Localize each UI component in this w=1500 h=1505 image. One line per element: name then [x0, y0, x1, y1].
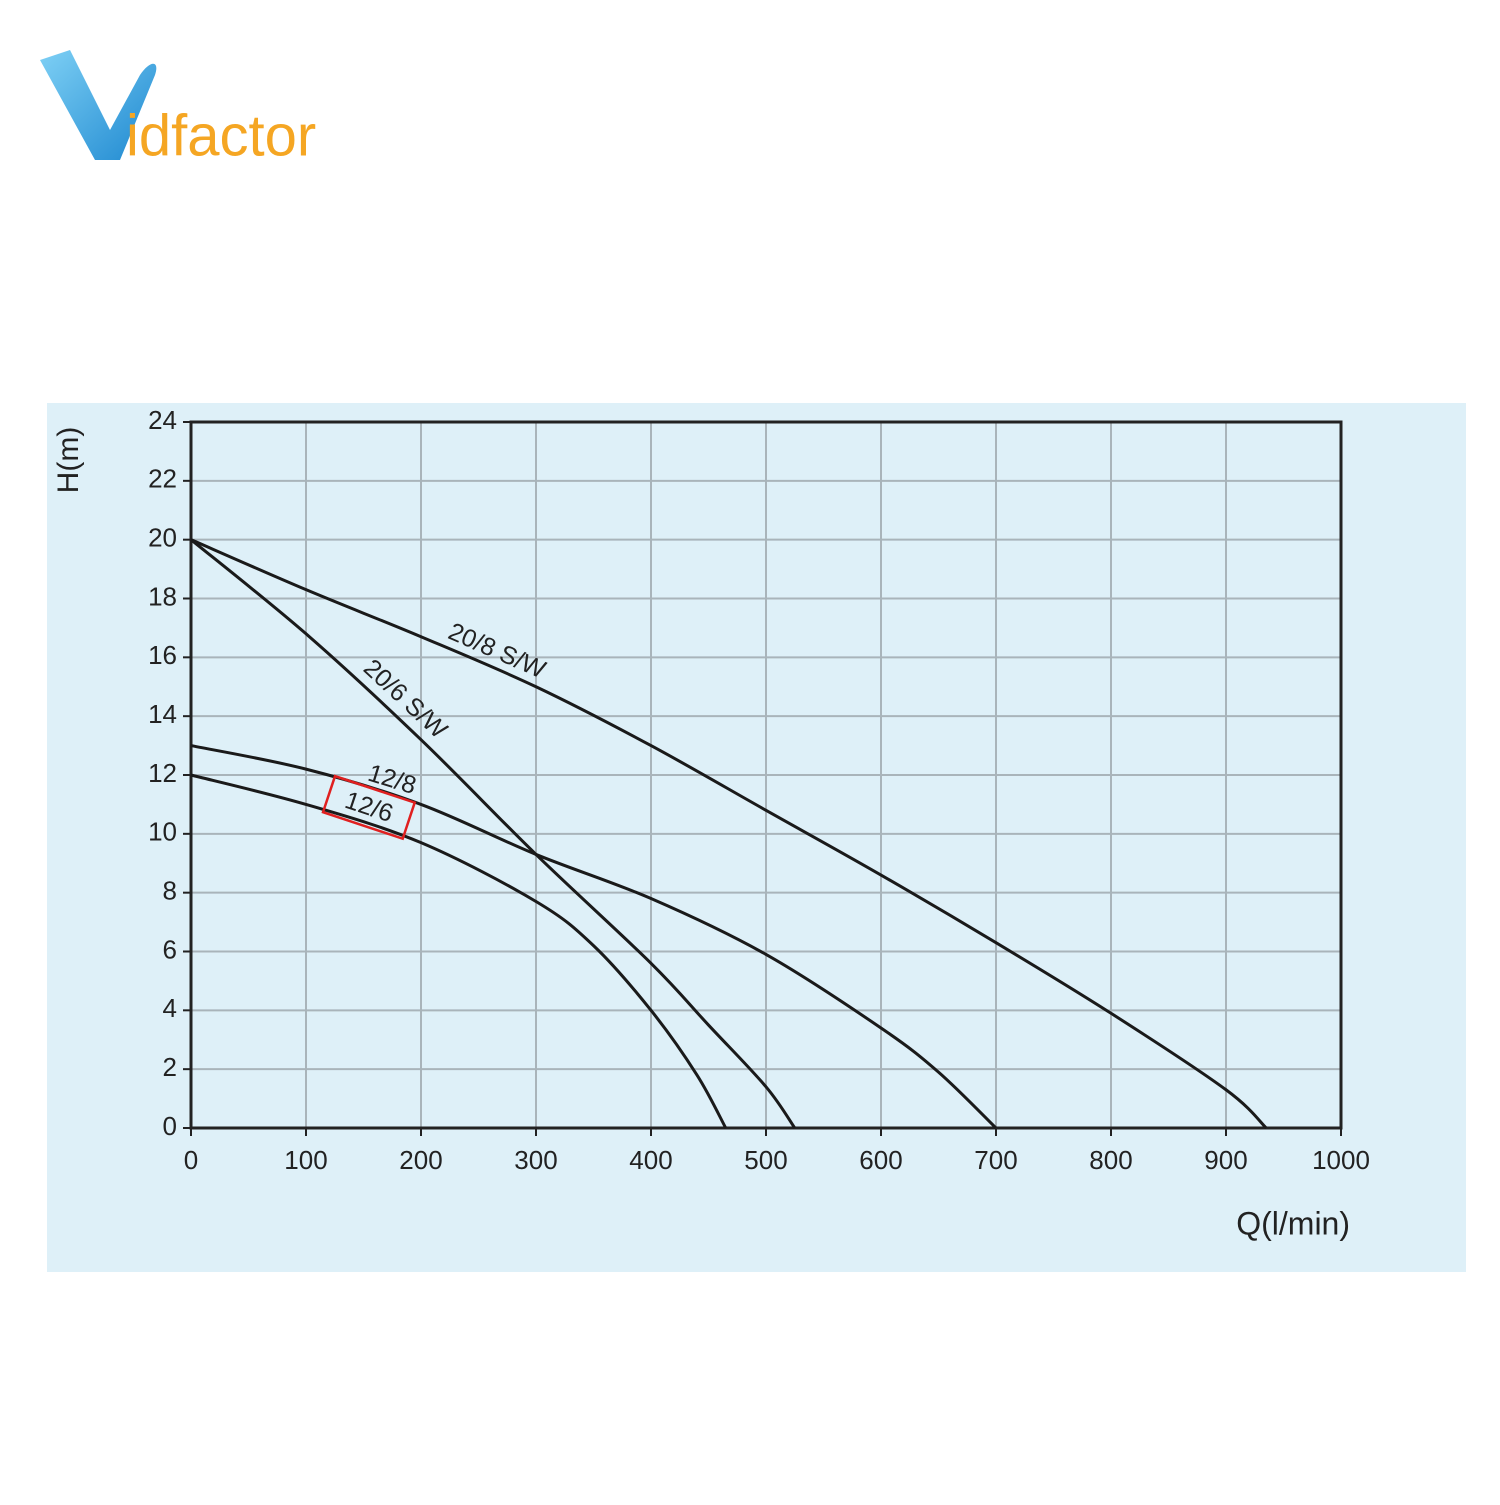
y-tick-label: 10 — [148, 817, 177, 847]
y-tick-label: 6 — [163, 934, 177, 964]
x-tick-label: 400 — [629, 1145, 672, 1175]
curve — [190, 773, 728, 1129]
y-tick-label: 20 — [148, 523, 177, 553]
x-tick-label: 100 — [284, 1145, 327, 1175]
logo-text: idfactor — [126, 103, 316, 168]
y-tick-label: 0 — [163, 1111, 177, 1141]
x-tick-label: 700 — [974, 1145, 1017, 1175]
y-tick-label: 14 — [148, 699, 177, 729]
x-tick-label: 800 — [1089, 1145, 1132, 1175]
y-tick-label: 18 — [148, 581, 177, 611]
x-tick-label: 1000 — [1312, 1145, 1370, 1175]
y-tick-label: 8 — [163, 876, 177, 906]
y-tick-label: 2 — [163, 1052, 177, 1082]
curve-label-group: 12/6 — [321, 774, 417, 841]
x-axis-label: Q(l/min) — [1236, 1205, 1350, 1241]
x-tick-label: 200 — [399, 1145, 442, 1175]
y-tick-label: 16 — [148, 640, 177, 670]
y-axis-label: H(m) — [52, 427, 85, 494]
x-tick-label: 500 — [744, 1145, 787, 1175]
y-tick-label: 22 — [148, 464, 177, 494]
curve — [190, 538, 796, 1129]
x-tick-label: 300 — [514, 1145, 557, 1175]
curve — [190, 538, 1268, 1130]
y-tick-label: 4 — [163, 993, 177, 1023]
logo-v — [40, 50, 157, 160]
x-tick-label: 0 — [184, 1145, 198, 1175]
highlight-box — [321, 774, 417, 841]
y-tick-label: 24 — [148, 405, 177, 435]
logo: idfactor — [40, 50, 316, 168]
y-tick-label: 12 — [148, 758, 177, 788]
x-tick-label: 600 — [859, 1145, 902, 1175]
chart-background — [47, 403, 1466, 1272]
x-tick-label: 900 — [1204, 1145, 1247, 1175]
